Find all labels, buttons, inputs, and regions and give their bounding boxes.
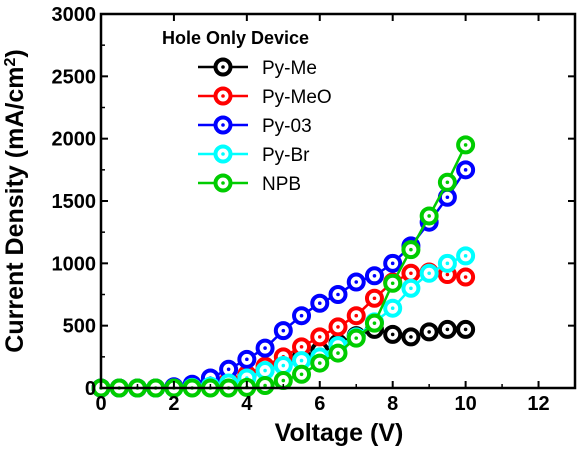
legend-title: Hole Only Device — [162, 28, 309, 48]
x-tick-label: 8 — [387, 393, 398, 415]
y-tick-label: 2500 — [52, 66, 97, 88]
legend-item: Py-Br — [198, 144, 310, 166]
data-point — [456, 160, 476, 180]
data-point — [383, 273, 403, 293]
x-tick-label: 2 — [168, 393, 179, 415]
legend-marker — [213, 173, 233, 193]
legend-item: Py-03 — [198, 115, 312, 137]
legend: Hole Only Device Py-Me Py-MeO Py-03 Py-Br NPB — [162, 28, 332, 195]
y-axis-label: Current Density (mA/cm2) — [1, 49, 29, 352]
x-tick-label: 6 — [314, 393, 325, 415]
legend-label: NPB — [262, 174, 301, 195]
legend-marker — [213, 115, 233, 135]
y-tick-label: 0 — [85, 378, 96, 400]
data-point — [273, 356, 293, 376]
data-point — [273, 321, 293, 341]
y-tick-label: 500 — [63, 316, 96, 338]
legend-item: NPB — [198, 173, 301, 195]
legend-item: Py-Me — [198, 57, 317, 79]
legend-label: Py-Me — [262, 58, 317, 79]
x-axis-label: Voltage (V) — [275, 419, 404, 447]
data-point — [401, 278, 421, 298]
data-point — [237, 349, 257, 369]
series-npb — [91, 135, 476, 398]
y-tick-label: 1500 — [52, 191, 97, 213]
data-point — [437, 253, 457, 273]
data-point — [401, 240, 421, 260]
data-point — [255, 338, 275, 358]
legend-label: Py-MeO — [262, 87, 332, 108]
data-point — [346, 272, 366, 292]
x-tick-label: 0 — [95, 393, 106, 415]
y-tick-label: 3000 — [52, 4, 97, 26]
data-point — [310, 327, 330, 347]
data-point — [255, 376, 275, 396]
data-point — [437, 172, 457, 192]
data-point — [401, 327, 421, 347]
legend-marker — [213, 57, 233, 77]
legend-label: Py-03 — [262, 116, 312, 137]
data-point — [310, 353, 330, 373]
data-point — [292, 306, 312, 326]
y-tick-label: 1000 — [52, 253, 97, 275]
data-point — [346, 328, 366, 348]
data-point — [383, 324, 403, 344]
data-point — [456, 267, 476, 287]
data-point — [255, 361, 275, 381]
data-point — [364, 288, 384, 308]
data-point — [401, 263, 421, 283]
data-point — [364, 313, 384, 333]
legend-label: Py-Br — [262, 145, 310, 166]
legend-marker — [213, 144, 233, 164]
data-point — [328, 285, 348, 304]
data-point — [310, 293, 330, 313]
data-point — [383, 253, 403, 273]
data-point — [419, 263, 439, 283]
data-point — [456, 319, 476, 339]
x-tick-label: 10 — [454, 393, 476, 415]
axes: 0 2 4 6 8 10 12 0 500 1000 1500 2000 2500 3000 — [52, 4, 577, 415]
data-point — [364, 266, 384, 286]
data-point — [456, 246, 476, 266]
plot-area — [91, 135, 476, 398]
data-point — [419, 322, 439, 342]
x-tick-label: 12 — [527, 393, 549, 415]
data-point — [456, 135, 476, 155]
data-point — [292, 364, 312, 384]
data-point — [328, 317, 348, 337]
legend-item: Py-MeO — [198, 86, 332, 108]
y-tick-label: 2000 — [52, 129, 97, 151]
data-point — [437, 319, 457, 339]
legend-marker — [213, 86, 233, 106]
data-point — [346, 306, 366, 326]
x-tick-label: 4 — [241, 393, 253, 415]
data-point — [419, 206, 439, 226]
data-point — [383, 298, 403, 318]
data-point — [328, 343, 348, 363]
